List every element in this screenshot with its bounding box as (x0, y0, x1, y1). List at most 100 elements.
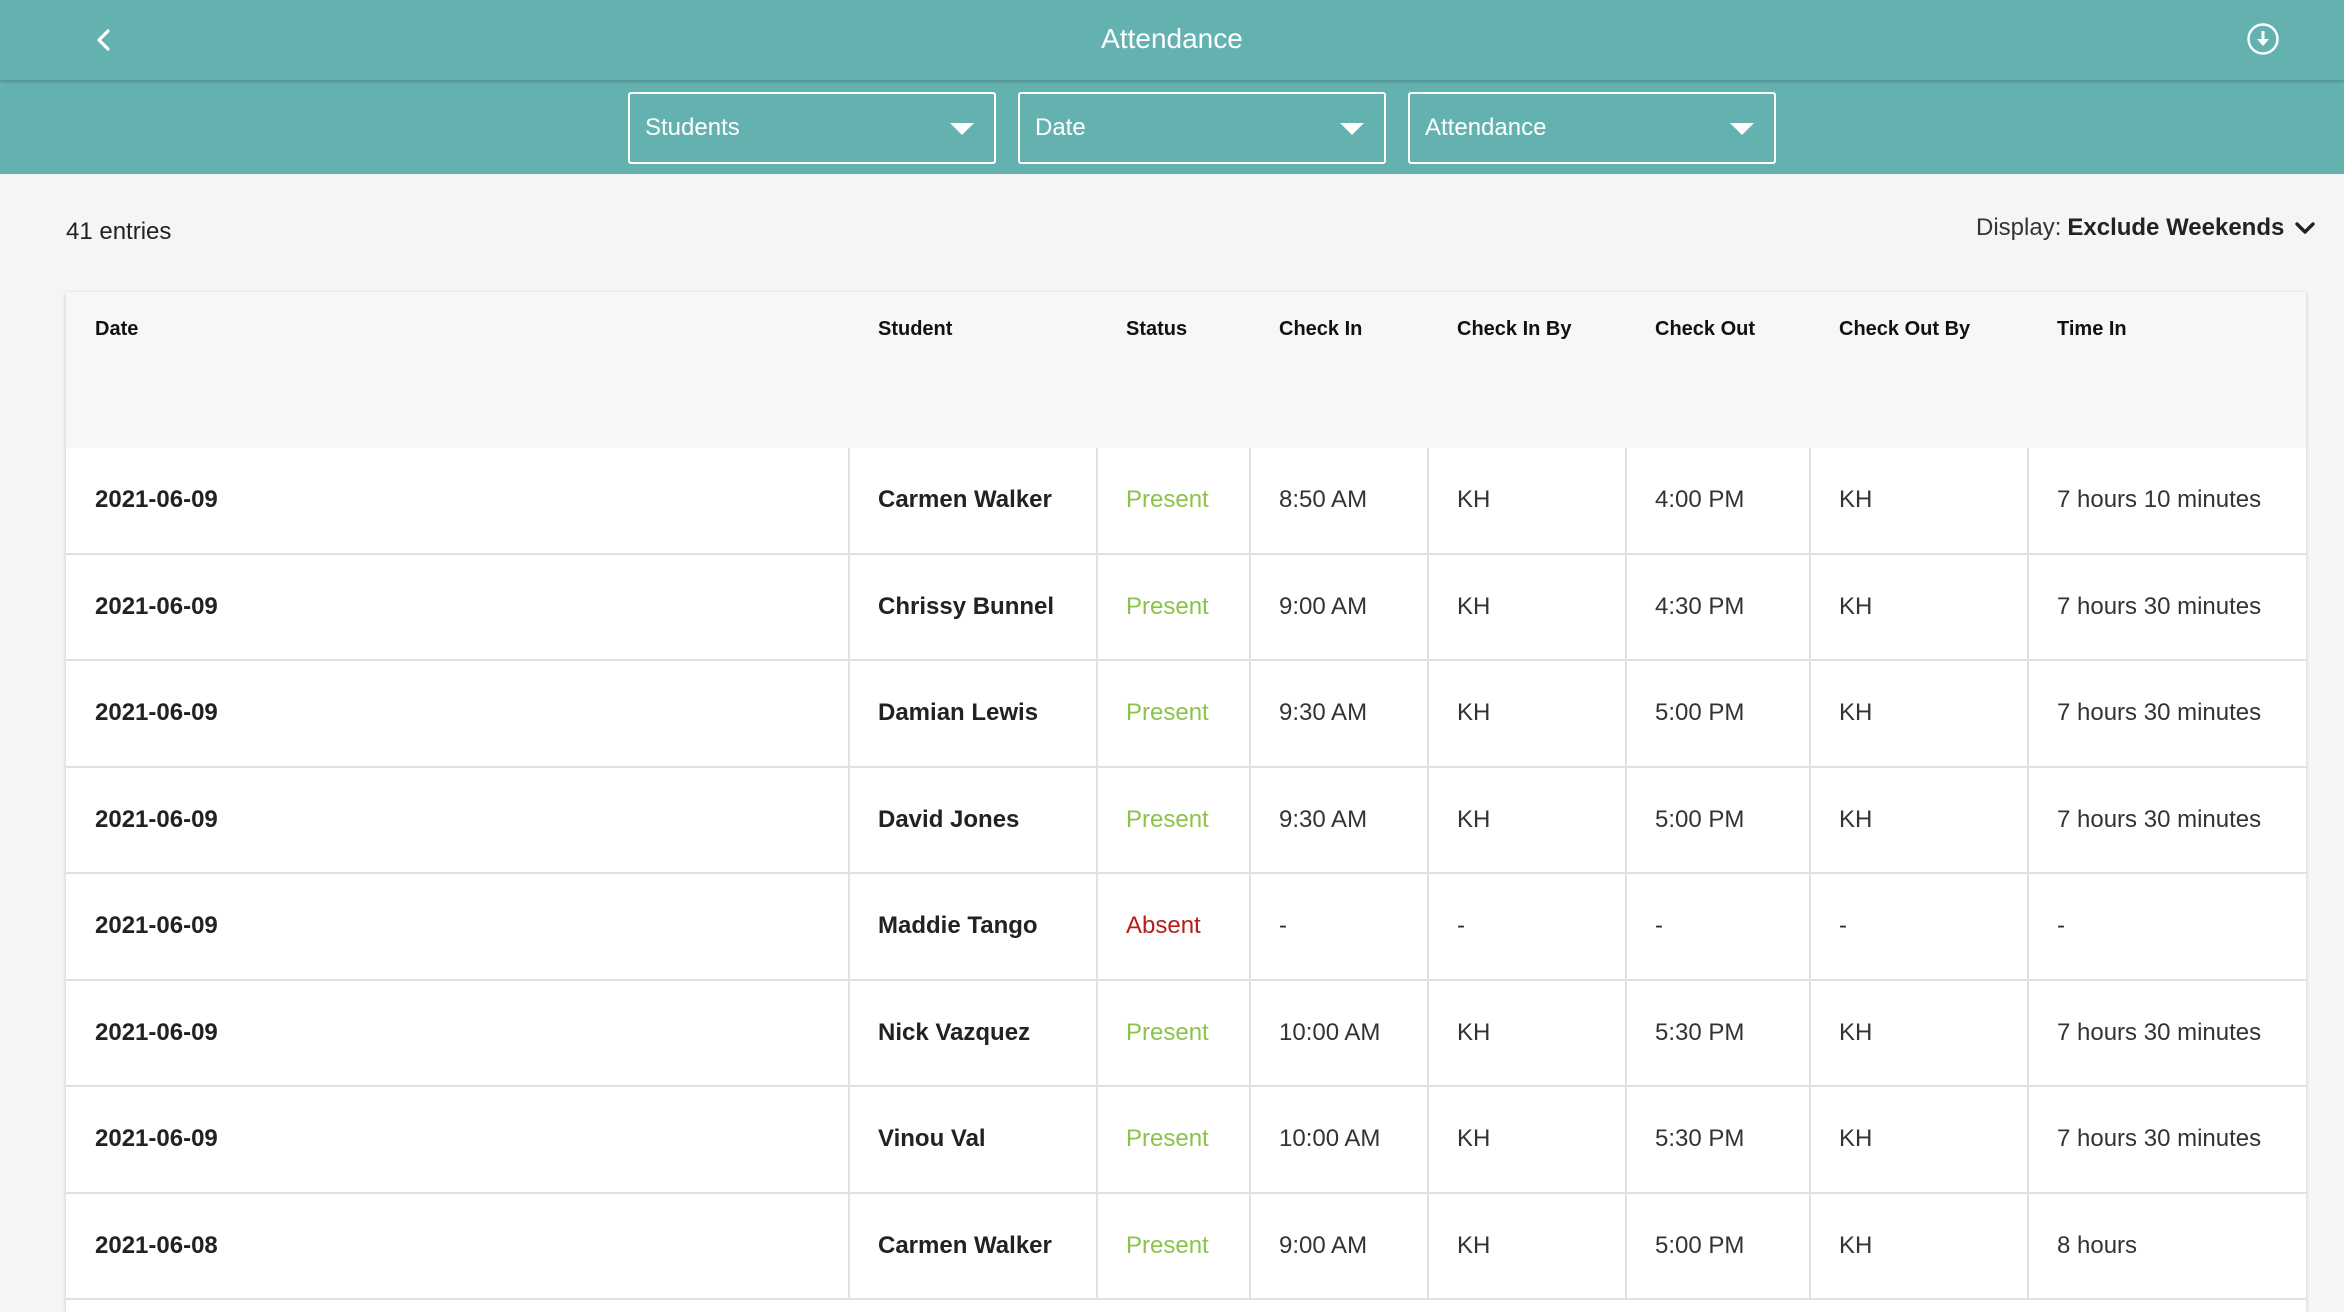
cell-check-in: 9:00 AM (1279, 592, 1368, 620)
back-button[interactable] (84, 20, 124, 60)
table-row[interactable]: 2021-06-09 Nick Vazquez Present 10:00 AM KH 5… (66, 980, 2306, 1087)
students-filter-dropdown[interactable]: Students (628, 92, 996, 164)
column-divider (1249, 448, 1251, 553)
table-row[interactable]: 2021-06-08 Carmen Walker Present 9:00 AM KH 5… (66, 1193, 2306, 1300)
column-divider (1427, 1193, 1429, 1298)
column-divider (1249, 554, 1251, 659)
column-divider (2027, 554, 2029, 659)
app-bar: Attendance (0, 0, 2344, 80)
column-header-check-out[interactable]: Check Out (1655, 318, 1756, 340)
column-header-time-in[interactable]: Time In (2057, 318, 2127, 340)
table-header: Date Student Status Check In Check In By… (66, 292, 2306, 448)
caret-down-icon (950, 123, 974, 135)
cell-time-in: 7 hours 10 minutes (2057, 486, 2262, 514)
cell-check-in-by: KH (1457, 486, 1491, 514)
column-divider (1625, 874, 1627, 979)
cell-time-in: 8 hours (2057, 1231, 2138, 1259)
cell-check-out-by: KH (1839, 592, 1873, 620)
cell-check-out-by: - (1839, 912, 1847, 940)
column-divider (1096, 874, 1098, 979)
cell-status: Present (1126, 1018, 1209, 1046)
column-divider (1249, 661, 1251, 766)
column-divider (1625, 1087, 1627, 1192)
column-divider (848, 554, 850, 659)
cell-student: Carmen Walker (878, 1231, 1052, 1259)
column-divider (1096, 448, 1098, 553)
table-row[interactable]: 2021-06-09 Chrissy Bunnel Present 9:00 AM KH… (66, 554, 2306, 661)
cell-check-out: 5:00 PM (1655, 805, 1745, 833)
table-row[interactable]: 2021-06-09 Maddie Tango Absent - - - - - (66, 874, 2306, 981)
column-divider (2027, 448, 2029, 553)
column-divider (1809, 448, 1811, 553)
column-header-date[interactable]: Date (95, 318, 139, 340)
column-divider (848, 874, 850, 979)
cell-date: 2021-06-09 (95, 699, 218, 727)
column-divider (848, 980, 850, 1085)
column-divider (848, 661, 850, 766)
caret-down-icon (1340, 123, 1364, 135)
cell-status: Present (1126, 699, 1209, 727)
column-divider (1625, 448, 1627, 553)
cell-status: Present (1126, 592, 1209, 620)
column-header-check-out-by[interactable]: Check Out By (1839, 318, 1971, 340)
display-selector[interactable]: Display: Exclude Weekends (1976, 214, 2316, 242)
cell-check-out: 4:30 PM (1655, 592, 1745, 620)
column-divider (1427, 767, 1429, 872)
cell-check-in: 10:00 AM (1279, 1125, 1381, 1153)
cell-time-in: 7 hours 30 minutes (2057, 1125, 2262, 1153)
column-header-check-in[interactable]: Check In (1279, 318, 1363, 340)
download-button[interactable] (2246, 22, 2280, 56)
cell-check-out: - (1655, 912, 1663, 940)
students-filter-label: Students (645, 114, 740, 141)
table-row[interactable]: 2021-06-09 Carmen Walker Present 8:50 AM KH 4… (66, 448, 2306, 555)
cell-student: Chrissy Bunnel (878, 592, 1055, 620)
column-divider (1427, 661, 1429, 766)
column-divider (1096, 1087, 1098, 1192)
cell-check-in: 8:50 AM (1279, 486, 1368, 514)
date-filter-label: Date (1035, 114, 1086, 141)
cell-time-in: 7 hours 30 minutes (2057, 592, 2262, 620)
column-header-status[interactable]: Status (1126, 318, 1188, 340)
column-divider (1809, 661, 1811, 766)
cell-status: Absent (1126, 912, 1201, 940)
column-divider (1809, 1087, 1811, 1192)
column-divider (1249, 1087, 1251, 1192)
attendance-filter-dropdown[interactable]: Attendance (1408, 92, 1776, 164)
column-divider (1096, 554, 1098, 659)
column-header-student[interactable]: Student (878, 318, 953, 340)
chevron-down-icon (2295, 222, 2316, 234)
column-divider (1625, 661, 1627, 766)
column-divider (1809, 874, 1811, 979)
cell-date: 2021-06-09 (95, 1125, 218, 1153)
table-row[interactable]: 2021-06-09 Vinou Val Present 10:00 AM KH 5:30… (66, 1087, 2306, 1194)
column-divider (848, 448, 850, 553)
display-label: Display: (1976, 214, 2062, 241)
column-divider (1249, 874, 1251, 979)
column-divider (848, 767, 850, 872)
column-divider (1427, 874, 1429, 979)
column-divider (1809, 554, 1811, 659)
column-divider (1625, 554, 1627, 659)
cell-date: 2021-06-09 (95, 486, 218, 514)
cell-date: 2021-06-09 (95, 592, 218, 620)
cell-check-out-by: KH (1839, 486, 1873, 514)
column-divider (1809, 1193, 1811, 1298)
column-divider (1625, 980, 1627, 1085)
cell-check-out-by: KH (1839, 699, 1873, 727)
column-header-check-in-by[interactable]: Check In By (1457, 318, 1572, 340)
chevron-left-icon (97, 29, 110, 51)
column-divider (2027, 874, 2029, 979)
table-row[interactable]: 2021-06-09 David Jones Present 9:30 AM KH 5:0… (66, 767, 2306, 874)
cell-check-in: - (1279, 912, 1287, 940)
cell-check-in-by: - (1457, 912, 1465, 940)
column-divider (2027, 767, 2029, 872)
column-divider (1249, 980, 1251, 1085)
cell-check-in-by: KH (1457, 1125, 1491, 1153)
column-divider (848, 1193, 850, 1298)
table-body: 2021-06-09 Carmen Walker Present 8:50 AM KH 4… (66, 448, 2306, 1300)
table-row[interactable]: 2021-06-09 Damian Lewis Present 9:30 AM KH 5:… (66, 661, 2306, 768)
cell-date: 2021-06-09 (95, 805, 218, 833)
column-divider (2027, 661, 2029, 766)
date-filter-dropdown[interactable]: Date (1018, 92, 1386, 164)
cell-check-in: 9:30 AM (1279, 699, 1368, 727)
